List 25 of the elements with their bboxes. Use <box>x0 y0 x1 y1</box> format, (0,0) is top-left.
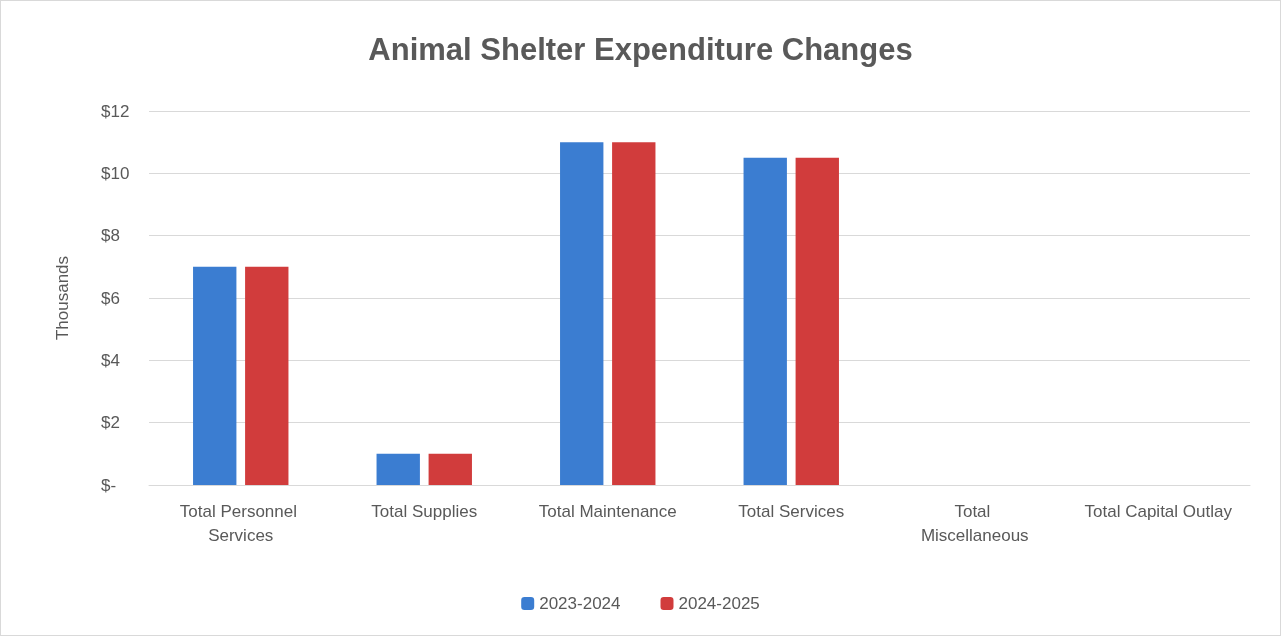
bar <box>612 142 656 485</box>
y-tick-label: $12 <box>101 101 130 121</box>
bar <box>560 142 604 485</box>
x-tick-label: Total Capital Outlay <box>1084 501 1233 521</box>
x-tick-label: Total Miscellaneous <box>920 501 1029 545</box>
y-axis-title: Thousands <box>53 255 72 341</box>
x-tick-label: Total Maintenance <box>538 501 677 521</box>
bar <box>743 157 787 485</box>
legend-label: 2024-2025 <box>678 594 760 613</box>
x-tick-label: Total Supplies <box>371 501 478 521</box>
legend-label: 2023-2024 <box>539 594 621 613</box>
y-tick-label: $6 <box>101 288 120 308</box>
y-tick-label: $4 <box>101 350 120 370</box>
y-tick-label: $8 <box>101 226 120 246</box>
y-tick-label: $2 <box>101 413 120 433</box>
chart-title: Animal Shelter Expenditure Changes <box>368 32 913 67</box>
y-tick-label: $- <box>101 475 117 495</box>
bar <box>795 157 839 485</box>
bar <box>428 453 472 485</box>
bar <box>245 266 289 485</box>
x-tick-label: Total Services <box>738 501 845 521</box>
x-tick-label: Total Personnel Services <box>179 501 302 545</box>
bar <box>193 266 237 485</box>
bar <box>376 453 420 485</box>
y-tick-label: $10 <box>101 163 130 183</box>
